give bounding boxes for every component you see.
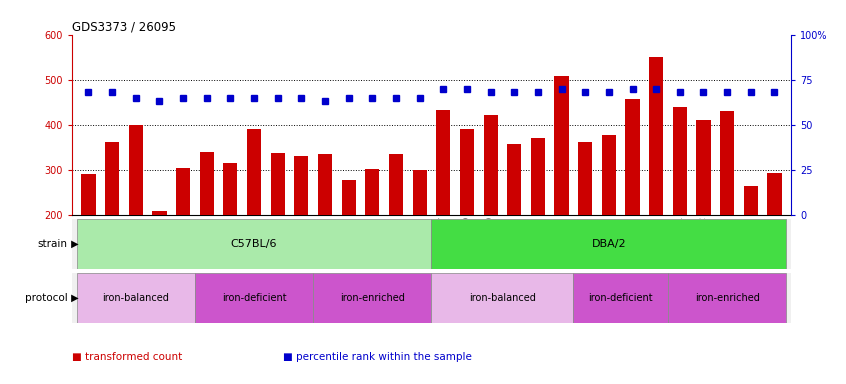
Bar [271,153,285,305]
Text: strain: strain [38,239,68,249]
Bar [744,186,758,305]
Bar [578,142,592,305]
Text: iron-deficient: iron-deficient [222,293,286,303]
Text: ■ percentile rank within the sample: ■ percentile rank within the sample [283,352,472,362]
Bar [668,273,786,323]
Text: iron-balanced: iron-balanced [102,293,169,303]
Text: iron-balanced: iron-balanced [469,293,536,303]
Bar [389,154,403,305]
Text: ▶: ▶ [68,293,79,303]
Bar [484,115,497,305]
Bar [294,156,309,305]
Bar [625,99,640,305]
Bar [223,163,238,305]
Bar [530,138,545,305]
Bar [318,154,332,305]
Bar [247,129,261,305]
Text: DBA/2: DBA/2 [591,239,626,249]
Bar [602,135,616,305]
Bar [195,273,313,323]
Bar [77,273,195,323]
Text: C57BL/6: C57BL/6 [231,239,277,249]
Bar [574,273,668,323]
Text: protocol: protocol [25,293,68,303]
Bar [81,174,96,305]
Bar [365,169,379,305]
Bar [460,129,474,305]
Bar [105,142,119,305]
Bar [673,107,687,305]
Text: ▶: ▶ [68,239,79,249]
Bar [554,76,569,305]
Text: GDS3373 / 26095: GDS3373 / 26095 [72,20,176,33]
Text: iron-enriched: iron-enriched [695,293,760,303]
Bar [342,180,356,305]
Bar [129,125,143,305]
Text: iron-deficient: iron-deficient [588,293,653,303]
Bar [431,273,574,323]
Bar [720,111,734,305]
Bar [696,120,711,305]
Bar [507,144,521,305]
Bar [437,110,450,305]
Bar [152,212,167,305]
Bar [649,57,663,305]
Text: iron-enriched: iron-enriched [340,293,404,303]
Bar [767,173,782,305]
Bar [413,170,426,305]
Bar [200,152,214,305]
Bar [176,168,190,305]
Bar [313,273,431,323]
Bar [77,219,431,269]
Bar [431,219,786,269]
Text: ■ transformed count: ■ transformed count [72,352,182,362]
